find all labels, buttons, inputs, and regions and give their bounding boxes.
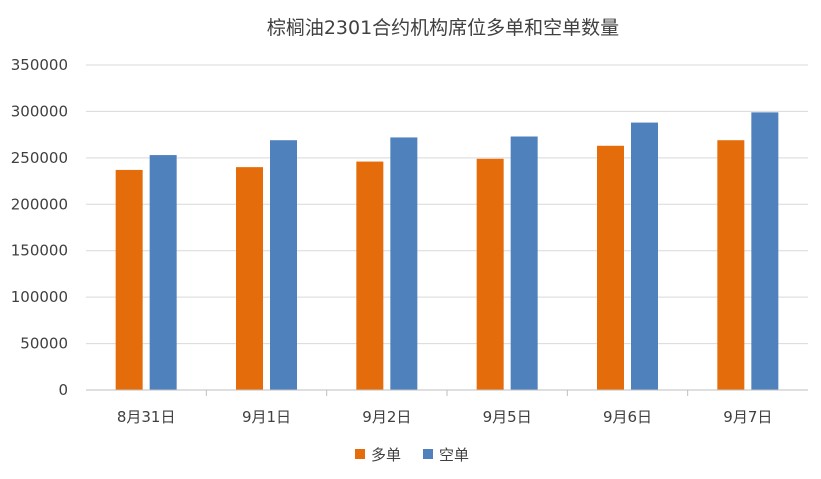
- legend-label: 空单: [439, 446, 469, 464]
- legend-swatch: [355, 449, 365, 459]
- bar: [390, 137, 418, 390]
- y-tick-label: 50000: [20, 335, 68, 353]
- bar: [597, 145, 624, 390]
- x-tick-label: 8月31日: [117, 408, 176, 426]
- x-axis-ticks: 8月31日 9月1日 9月2日 9月5日 9月6日 9月7日: [117, 390, 772, 426]
- legend-label: 多单: [371, 446, 401, 464]
- bar: [751, 112, 779, 390]
- bar: [356, 161, 384, 390]
- y-tick-label: 300000: [11, 102, 68, 120]
- x-tick-label: 9月6日: [603, 408, 652, 426]
- x-tick-label: 9月1日: [242, 408, 291, 426]
- x-tick-label: 9月7日: [723, 408, 772, 426]
- bar: [510, 136, 538, 390]
- chart-title: 棕榈油2301合约机构席位多单和空单数量: [267, 17, 619, 39]
- x-tick-label: 9月2日: [362, 408, 411, 426]
- bar: [476, 158, 504, 390]
- y-axis-ticks: 0 50000 100000 150000 200000 250000 300000 3500…: [11, 56, 68, 399]
- bar: [717, 140, 745, 390]
- bar: [149, 155, 177, 390]
- y-tick-label: 250000: [11, 149, 68, 167]
- legend-swatch: [423, 449, 433, 459]
- x-tick-label: 9月5日: [483, 408, 532, 426]
- y-tick-label: 350000: [11, 56, 68, 74]
- gridlines: [86, 64, 808, 345]
- y-tick-label: 200000: [11, 195, 68, 213]
- y-tick-label: 0: [58, 381, 68, 399]
- bar: [236, 167, 263, 390]
- bar: [270, 140, 297, 390]
- y-tick-label: 100000: [11, 288, 68, 306]
- bar: [115, 169, 143, 390]
- bars: [115, 112, 779, 391]
- legend: 多单 空单: [355, 446, 469, 464]
- y-tick-label: 150000: [11, 242, 68, 260]
- bar: [631, 122, 658, 391]
